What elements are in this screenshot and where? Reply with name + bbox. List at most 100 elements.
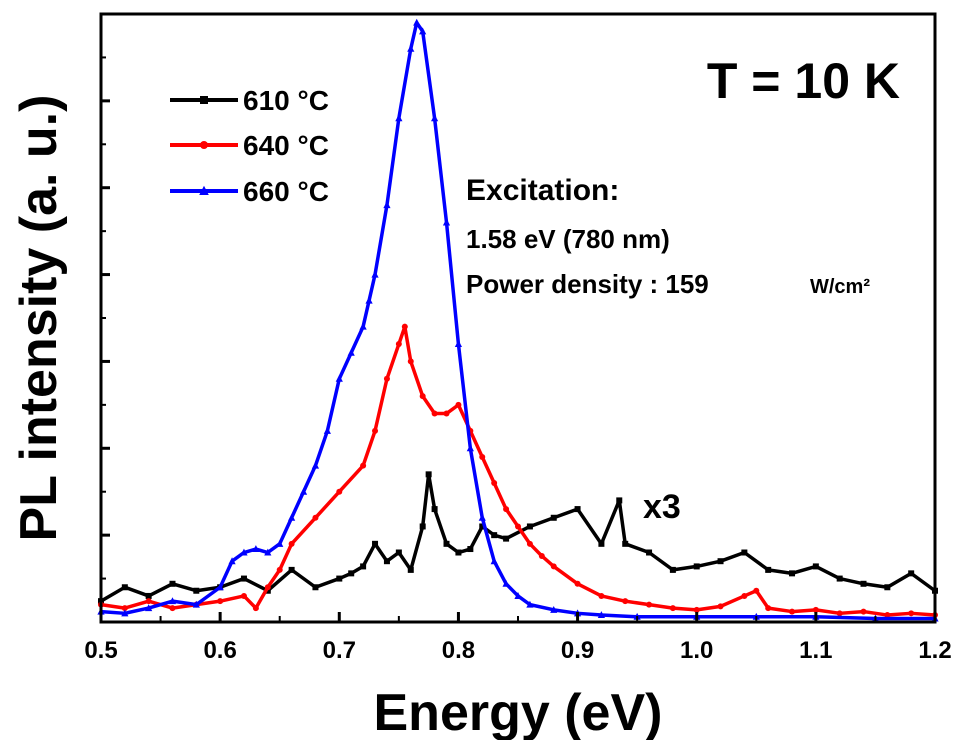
- data-point: [455, 401, 462, 408]
- data-point: [741, 592, 748, 599]
- legend-item: 610 °C: [170, 85, 329, 116]
- data-point: [169, 580, 176, 587]
- data-point: [395, 549, 402, 556]
- data-point: [431, 410, 438, 417]
- data-point: [550, 563, 557, 570]
- legend-label: 610 °C: [243, 85, 329, 116]
- legend-marker: [200, 141, 208, 149]
- data-point: [276, 539, 284, 547]
- data-point: [252, 545, 260, 553]
- data-point: [741, 549, 748, 556]
- y-axis-title: PL intensity (a. u.): [10, 95, 68, 542]
- excitation-energy: 1.58 eV (780 nm): [466, 224, 670, 254]
- data-point: [765, 605, 772, 612]
- data-point: [550, 605, 558, 613]
- x-tick-label: 1.1: [799, 637, 832, 664]
- data-point: [168, 597, 177, 605]
- x-axis-title: Energy (eV): [374, 684, 663, 740]
- data-point: [407, 566, 414, 573]
- data-point: [860, 580, 867, 587]
- data-point: [526, 523, 533, 530]
- data-point: [908, 610, 915, 617]
- data-point: [467, 546, 474, 553]
- data-point: [550, 514, 557, 521]
- data-point: [717, 558, 724, 565]
- data-point: [383, 375, 390, 382]
- data-point: [646, 549, 653, 556]
- data-point: [765, 566, 772, 573]
- data-point: [478, 513, 486, 521]
- data-point: [336, 575, 343, 582]
- data-point: [574, 580, 581, 587]
- data-point: [264, 584, 271, 591]
- data-point: [288, 540, 295, 547]
- series-line: [100, 472, 937, 603]
- data-point: [812, 563, 819, 570]
- multiplier-annotation: x3: [643, 488, 681, 526]
- data-point: [884, 612, 891, 619]
- data-point: [372, 427, 379, 434]
- data-point: [312, 514, 319, 521]
- data-point: [395, 114, 403, 122]
- data-point: [526, 540, 533, 547]
- x-tick-label: 0.9: [561, 637, 594, 664]
- excitation-title: Excitation:: [466, 174, 619, 207]
- data-point: [228, 557, 236, 565]
- data-point: [121, 584, 128, 591]
- data-point: [240, 592, 247, 599]
- data-point: [812, 606, 819, 613]
- data-point: [395, 341, 402, 348]
- data-point: [442, 218, 451, 226]
- data-point: [669, 605, 676, 612]
- data-point: [789, 570, 796, 577]
- data-point: [514, 592, 522, 599]
- data-point: [360, 563, 367, 570]
- data-point: [454, 340, 463, 348]
- data-point: [407, 44, 415, 52]
- series-2: [98, 323, 938, 619]
- data-point: [288, 513, 296, 521]
- legend: 610 °C 640 °C 660 °C: [170, 85, 329, 207]
- data-point: [789, 608, 796, 615]
- data-point: [419, 523, 426, 530]
- data-point: [622, 540, 629, 547]
- data-point: [336, 488, 343, 495]
- data-point: [347, 348, 355, 356]
- data-point: [413, 18, 421, 26]
- data-point: [598, 540, 605, 547]
- data-point: [503, 535, 510, 542]
- data-point: [502, 579, 510, 587]
- data-point: [348, 570, 355, 577]
- x-tick-label: 0.6: [203, 637, 236, 664]
- data-point: [526, 600, 534, 608]
- data-point: [669, 566, 676, 573]
- data-point: [431, 506, 438, 513]
- x-tick-label: 0.5: [84, 637, 117, 664]
- legend-marker: [200, 96, 208, 104]
- data-point: [383, 558, 390, 565]
- data-point: [419, 27, 427, 35]
- data-point: [753, 587, 760, 594]
- data-point: [145, 604, 153, 612]
- data-point: [443, 540, 450, 547]
- data-point: [276, 566, 283, 573]
- data-point: [860, 608, 867, 615]
- data-point: [192, 600, 200, 608]
- data-point: [884, 584, 891, 591]
- data-point: [360, 462, 367, 469]
- data-point: [574, 506, 581, 513]
- data-point: [538, 552, 545, 559]
- series-line: [100, 324, 936, 617]
- x-tick-label: 1.2: [918, 637, 951, 664]
- data-point: [371, 270, 379, 278]
- x-tick-label: 0.7: [323, 637, 356, 664]
- data-point: [240, 575, 247, 582]
- data-point: [407, 358, 414, 365]
- data-point: [479, 523, 486, 530]
- data-point: [836, 575, 843, 582]
- data-point: [419, 393, 426, 400]
- data-point: [312, 584, 319, 591]
- data-point: [479, 453, 486, 460]
- data-point: [193, 587, 200, 594]
- data-point: [491, 480, 498, 487]
